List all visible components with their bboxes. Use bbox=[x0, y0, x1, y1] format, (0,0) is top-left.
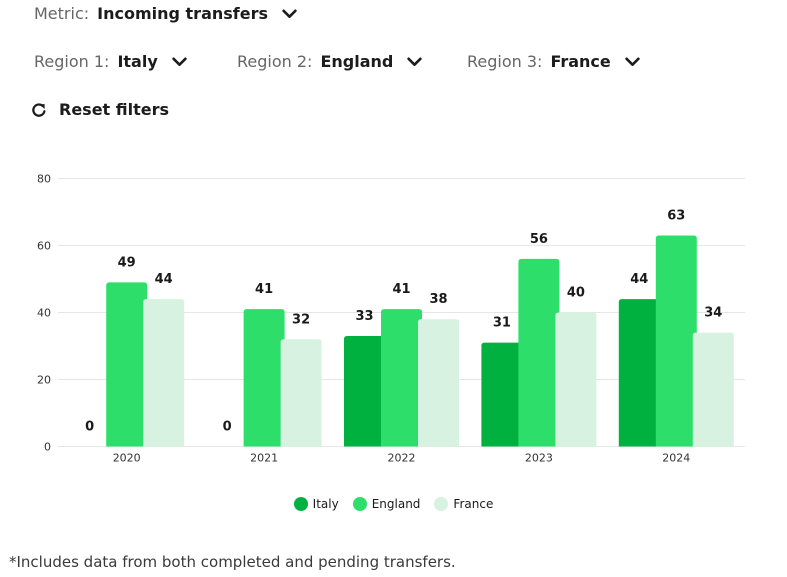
x-tick-label: 2022 bbox=[388, 452, 416, 465]
data-label: 0 bbox=[85, 420, 94, 435]
bar-france-2023[interactable] bbox=[555, 312, 597, 447]
data-label: 49 bbox=[118, 255, 136, 270]
refresh-icon bbox=[32, 102, 46, 117]
metric-filter[interactable]: Metric: Incoming transfers bbox=[34, 4, 297, 23]
legend-swatch bbox=[293, 497, 308, 511]
data-label: 40 bbox=[567, 286, 585, 301]
bar-england-2021[interactable] bbox=[243, 309, 285, 447]
x-tick-label: 2024 bbox=[662, 452, 690, 465]
chevron-down-icon[interactable] bbox=[172, 57, 187, 67]
x-tick-label: 2023 bbox=[525, 452, 553, 465]
y-tick-label: 0 bbox=[44, 441, 51, 454]
data-label: 33 bbox=[355, 309, 373, 324]
data-label: 41 bbox=[392, 282, 410, 297]
chevron-down-icon[interactable] bbox=[282, 9, 297, 19]
legend-item-france[interactable]: France bbox=[434, 497, 493, 511]
data-label: 34 bbox=[704, 306, 722, 321]
y-tick-label: 40 bbox=[37, 307, 51, 320]
y-tick-label: 20 bbox=[37, 374, 51, 387]
chart-legend: Italy England France bbox=[0, 497, 787, 511]
region1-filter[interactable]: Region 1: Italy bbox=[34, 52, 187, 71]
bar-france-2024[interactable] bbox=[692, 332, 734, 447]
data-label: 44 bbox=[155, 272, 173, 287]
region2-filter-label: Region 2: bbox=[237, 52, 313, 71]
data-label: 41 bbox=[255, 282, 273, 297]
bar-france-2020[interactable] bbox=[143, 299, 185, 447]
reset-filters-button[interactable]: Reset filters bbox=[30, 100, 169, 119]
region1-filter-label: Region 1: bbox=[34, 52, 110, 71]
y-tick-label: 60 bbox=[37, 240, 51, 253]
bar-italy-2023[interactable] bbox=[481, 342, 523, 447]
bar-france-2022[interactable] bbox=[418, 319, 459, 447]
legend-label: England bbox=[371, 497, 421, 511]
data-label: 63 bbox=[667, 208, 685, 223]
bar-england-2020[interactable] bbox=[106, 282, 148, 447]
bar-italy-2022[interactable] bbox=[344, 335, 385, 447]
region2-filter-value: England bbox=[320, 52, 394, 71]
footnote: *Includes data from both completed and p… bbox=[9, 553, 456, 571]
bar-england-2022[interactable] bbox=[381, 309, 422, 447]
chevron-down-icon[interactable] bbox=[407, 57, 423, 67]
legend-label: France bbox=[453, 497, 494, 511]
chevron-down-icon[interactable] bbox=[625, 57, 640, 67]
legend-item-england[interactable]: England bbox=[352, 497, 421, 511]
region1-filter-value: Italy bbox=[117, 52, 158, 71]
bar-england-2024[interactable] bbox=[655, 235, 697, 447]
metric-filter-label: Metric: bbox=[34, 4, 90, 23]
data-label: 56 bbox=[530, 232, 548, 247]
data-label: 32 bbox=[292, 312, 310, 327]
data-label: 38 bbox=[429, 292, 447, 307]
metric-filter-value: Incoming transfers bbox=[97, 4, 269, 23]
data-label: 0 bbox=[223, 420, 232, 435]
reset-filters-label: Reset filters bbox=[59, 100, 170, 119]
x-tick-label: 2020 bbox=[113, 452, 141, 465]
legend-swatch bbox=[434, 497, 449, 511]
y-tick-label: 80 bbox=[37, 173, 51, 186]
data-label: 31 bbox=[493, 316, 511, 331]
legend-item-italy[interactable]: Italy bbox=[293, 497, 339, 511]
region3-filter[interactable]: Region 3: France bbox=[467, 52, 640, 71]
bar-chart: 0 20 40 60 80 0 49 44 2020 0 41 32 2021 33 41 38 2022 31 5… bbox=[37, 173, 745, 465]
region3-filter-value: France bbox=[550, 52, 611, 71]
bar-england-2023[interactable] bbox=[518, 258, 560, 447]
bar-france-2021[interactable] bbox=[280, 339, 322, 447]
region3-filter-label: Region 3: bbox=[467, 52, 543, 71]
data-label: 44 bbox=[630, 272, 648, 287]
bar-italy-2024[interactable] bbox=[618, 299, 660, 447]
region2-filter[interactable]: Region 2: England bbox=[237, 52, 423, 71]
legend-swatch bbox=[352, 497, 367, 511]
x-tick-label: 2021 bbox=[250, 452, 278, 465]
legend-label: Italy bbox=[312, 497, 339, 511]
